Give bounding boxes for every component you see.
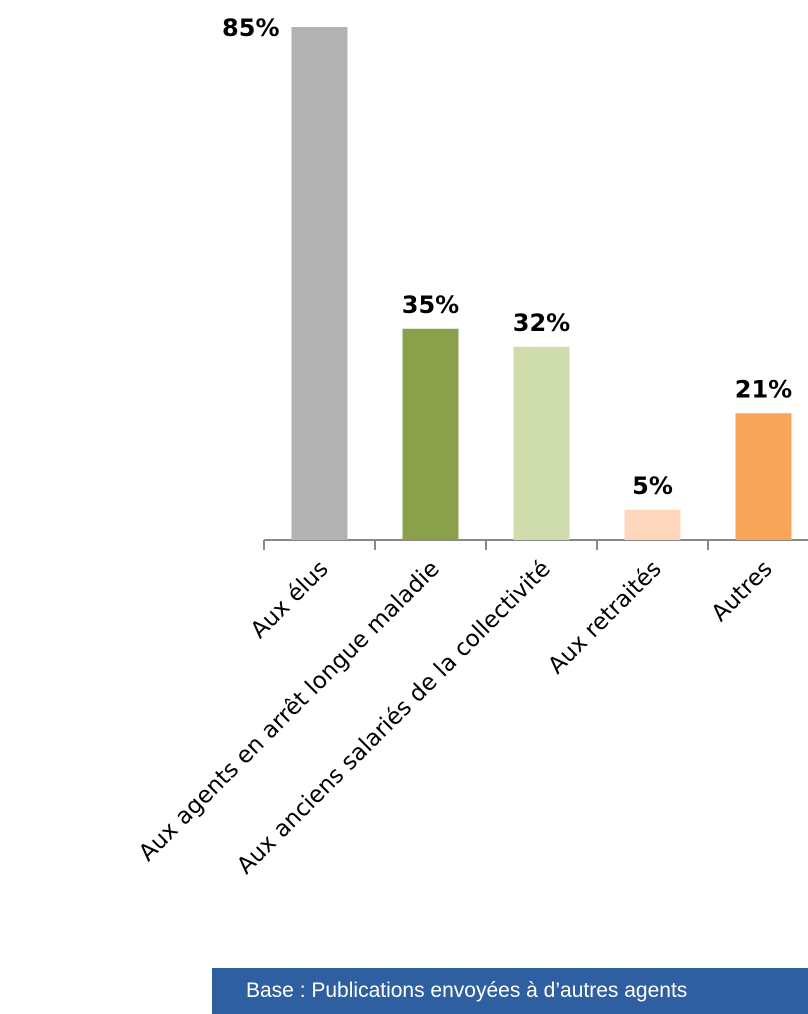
value-labels: 85% 35% 32% 5% 21% <box>222 14 792 500</box>
bar <box>624 509 681 540</box>
bar <box>402 328 459 540</box>
x-axis-ticks <box>263 540 709 550</box>
category-label: Autres <box>707 556 778 627</box>
category-label: Aux élus <box>246 556 334 644</box>
base-note-banner: Base : Publications envoyées à d’autres … <box>212 968 808 1014</box>
data-label: 85% <box>222 14 279 42</box>
bars <box>291 27 792 540</box>
data-label: 32% <box>513 309 570 337</box>
bar <box>735 413 792 540</box>
bar <box>291 27 348 540</box>
data-label: 5% <box>632 472 673 500</box>
category-label: Aux retraités <box>543 556 666 679</box>
data-label: 35% <box>402 291 459 319</box>
bar <box>513 346 570 540</box>
data-label: 21% <box>735 375 792 403</box>
